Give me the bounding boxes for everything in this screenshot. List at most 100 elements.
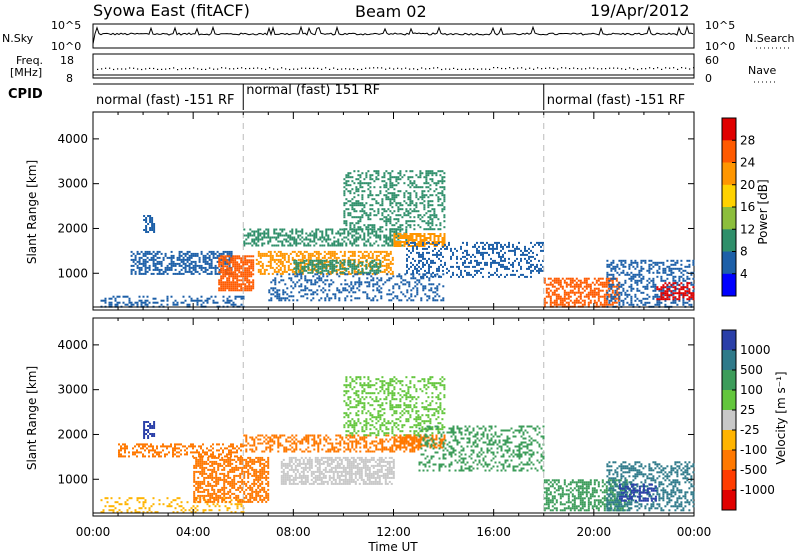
heatmap-cell	[391, 198, 394, 201]
heatmap-cell	[530, 259, 532, 262]
heatmap-cell	[206, 252, 209, 255]
heatmap-cell	[196, 303, 199, 306]
heatmap-cell	[414, 265, 416, 268]
heatmap-cell	[678, 277, 681, 280]
heatmap-cell	[407, 198, 410, 201]
freq-point	[561, 67, 563, 69]
heatmap-cell	[367, 271, 370, 274]
heatmap-cell	[381, 198, 384, 201]
heatmap-cell	[389, 232, 392, 235]
heatmap-cell	[170, 266, 173, 269]
heatmap-cell	[620, 263, 623, 266]
heatmap-cell	[342, 289, 345, 292]
heatmap-cell	[244, 287, 247, 290]
heatmap-cell	[395, 176, 398, 179]
heatmap-cell	[291, 258, 294, 261]
heatmap-cell	[307, 254, 310, 257]
heatmap-cell	[138, 256, 141, 259]
freq-point	[105, 67, 107, 69]
heatmap-cell	[405, 237, 408, 239]
heatmap-cell	[381, 230, 384, 233]
heatmap-cell	[595, 293, 598, 296]
heatmap-cell	[411, 170, 414, 173]
heatmap-cell	[387, 196, 390, 199]
heatmap-cell	[222, 263, 225, 266]
heatmap-cell	[361, 204, 364, 207]
heatmap-cell	[295, 263, 298, 266]
heatmap-cell	[444, 243, 446, 246]
heatmap-cell	[381, 200, 384, 203]
heatmap-cell	[674, 297, 677, 300]
heatmap-cell	[607, 303, 610, 306]
heatmap-cell	[307, 265, 310, 268]
heatmap-cell	[160, 272, 163, 275]
heatmap-cell	[431, 220, 434, 223]
heatmap-cell	[327, 252, 330, 255]
heatmap-cell	[411, 200, 414, 203]
heatmap-cell	[174, 443, 176, 446]
heatmap-cell	[395, 230, 398, 233]
heatmap-cell	[261, 242, 264, 245]
y-tick-label: 1000	[57, 266, 88, 280]
heatmap-cell	[439, 174, 442, 177]
freq-point	[465, 68, 467, 70]
heatmap-cell	[242, 283, 245, 286]
heatmap-cell	[153, 435, 156, 437]
heatmap-cell	[371, 208, 374, 211]
heatmap-cell	[232, 261, 235, 264]
heatmap-cell	[303, 254, 306, 257]
heatmap-cell	[557, 277, 560, 280]
heatmap-cell	[658, 261, 661, 264]
heatmap-cell	[686, 259, 689, 262]
heatmap-cell	[385, 258, 388, 261]
heatmap-cell	[508, 241, 510, 244]
heatmap-cell	[203, 478, 206, 481]
heatmap-cell	[642, 277, 645, 280]
heatmap-cell	[225, 496, 228, 499]
heatmap-cell	[615, 279, 618, 282]
heatmap-cell	[240, 283, 243, 286]
heatmap-cell	[624, 261, 627, 264]
heatmap-cell	[386, 279, 389, 282]
heatmap-cell	[250, 273, 253, 276]
heatmap-cell	[409, 200, 412, 203]
heatmap-cell	[434, 287, 437, 290]
heatmap-cell	[682, 283, 685, 286]
heatmap-cell	[474, 245, 476, 248]
heatmap-cell	[184, 264, 187, 267]
heatmap-cell	[208, 254, 211, 257]
heatmap-cell	[138, 270, 141, 273]
heatmap-cell	[608, 273, 611, 276]
heatmap-cell	[682, 286, 685, 289]
heatmap-cell	[412, 287, 415, 290]
heatmap-cell	[668, 273, 671, 276]
heatmap-cell	[206, 453, 208, 456]
heatmap-cell	[329, 263, 332, 266]
heatmap-cell	[646, 287, 649, 290]
heatmap-cell	[218, 259, 221, 262]
heatmap-cell	[664, 271, 667, 274]
heatmap-cell	[614, 295, 617, 298]
heatmap-cell	[357, 250, 360, 253]
heatmap-cell	[207, 498, 210, 501]
heatmap-cell	[369, 204, 372, 207]
heatmap-cell	[612, 267, 615, 270]
heatmap-cell	[620, 285, 623, 288]
heatmap-cell	[232, 271, 235, 274]
heatmap-cell	[349, 222, 352, 225]
heatmap-cell	[610, 297, 613, 300]
heatmap-cell	[305, 265, 308, 268]
heatmap-cell	[315, 230, 318, 233]
heatmap-cell	[162, 272, 165, 275]
heatmap-cell	[389, 210, 392, 213]
heatmap-cell	[427, 200, 430, 203]
heatmap-cell	[209, 492, 212, 495]
heatmap-cell	[422, 275, 424, 278]
heatmap-cell	[630, 277, 633, 280]
heatmap-cell	[387, 266, 390, 269]
heatmap-cell	[224, 262, 227, 265]
heatmap-cell	[397, 202, 400, 205]
heatmap-cell	[634, 281, 637, 284]
heatmap-cell	[392, 297, 395, 300]
freq-point	[681, 67, 683, 69]
